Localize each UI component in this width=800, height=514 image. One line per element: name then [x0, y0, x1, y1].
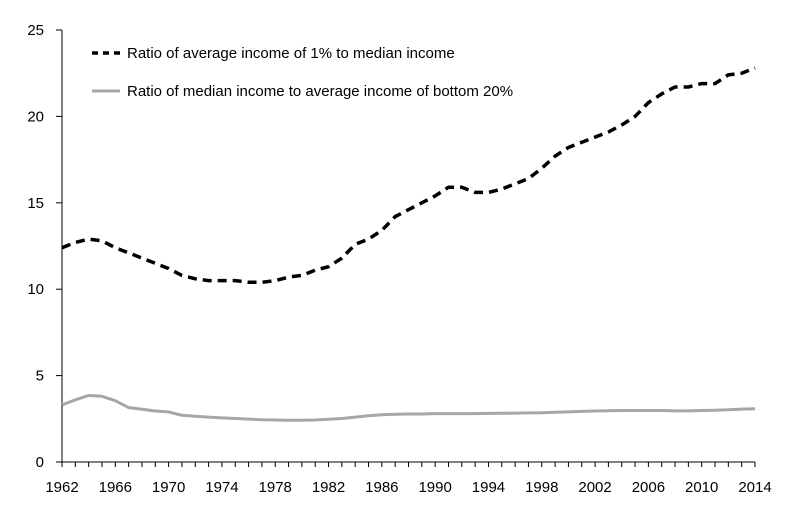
x-tick-label: 1998 — [525, 479, 558, 496]
x-tick-label: 2006 — [632, 479, 665, 496]
series-layer — [61, 66, 756, 422]
y-tick-label: 5 — [36, 368, 44, 385]
series-line-2 — [61, 394, 756, 422]
y-axis-ticks: 0 5 10 15 20 25 — [27, 22, 62, 471]
x-tick-label: 2002 — [578, 479, 611, 496]
y-tick-label: 20 — [27, 108, 44, 125]
y-tick-label: 15 — [27, 195, 44, 212]
x-tick-label: 1966 — [99, 479, 132, 496]
x-tick-label: 1962 — [45, 479, 78, 496]
x-tick-label: 1978 — [259, 479, 292, 496]
x-tick-label: 2014 — [738, 479, 771, 496]
y-tick-label: 10 — [27, 281, 44, 298]
y-tick-label: 0 — [36, 454, 44, 471]
x-tick-label: 1974 — [205, 479, 238, 496]
legend: Ratio of average income of 1% to median … — [92, 45, 513, 100]
x-tick-label: 1982 — [312, 479, 345, 496]
x-tick-label: 2010 — [685, 479, 718, 496]
legend-label-1: Ratio of average income of 1% to median … — [127, 45, 455, 62]
legend-label-2: Ratio of median income to average income… — [127, 83, 513, 100]
y-tick-label: 25 — [27, 22, 44, 39]
x-tick-label: 1990 — [418, 479, 451, 496]
x-axis-ticks: 1962 1966 1970 1974 1978 1982 1986 1990 1994 1998… — [45, 462, 772, 496]
x-tick-label: 1970 — [152, 479, 185, 496]
x-tick-label: 1994 — [472, 479, 505, 496]
x-tick-label: 1986 — [365, 479, 398, 496]
series-line-1 — [61, 66, 756, 285]
